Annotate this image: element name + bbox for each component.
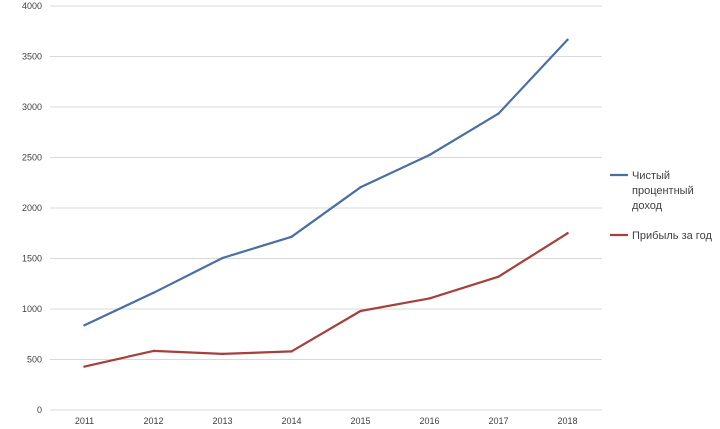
legend-item-2: Прибыль за год — [610, 230, 712, 242]
data-point-2-2014 — [290, 350, 293, 353]
data-point-1-2014 — [290, 235, 293, 238]
x-tick-label-2018: 2018 — [557, 416, 577, 426]
data-point-2-2016 — [428, 297, 431, 300]
y-tick-label-1000: 1000 — [22, 304, 42, 314]
x-tick-label-2014: 2014 — [281, 416, 301, 426]
x-tick-label-2017: 2017 — [488, 416, 508, 426]
data-point-2-2012 — [152, 349, 155, 353]
legend: Чистый процентный доход Прибыль за год — [610, 170, 712, 242]
data-point-2-2017 — [497, 275, 500, 278]
x-axis-tick-labels: 2011 2012 2013 2014 2015 2016 2017 2018 — [75, 416, 578, 426]
series-lines — [83, 38, 569, 368]
x-tick-label-2011: 2011 — [75, 416, 94, 426]
x-tick-label-2016: 2016 — [419, 416, 439, 426]
data-point-2-2015 — [359, 309, 362, 313]
y-tick-label-3000: 3000 — [22, 102, 42, 112]
x-tick-label-2012: 2012 — [143, 416, 163, 426]
x-tick-label-2013: 2013 — [212, 416, 232, 426]
y-tick-label-4000: 4000 — [22, 1, 42, 11]
data-point-2-2018 — [566, 232, 569, 235]
data-point-1-2013 — [221, 256, 224, 260]
legend-label-1: Чистый процентный доход — [632, 170, 694, 212]
data-point-2-2013 — [221, 352, 224, 356]
data-point-1-2017 — [497, 112, 500, 115]
data-point-1-2015 — [359, 186, 362, 189]
data-point-1-2012 — [152, 291, 155, 295]
y-tick-label-2000: 2000 — [22, 203, 42, 213]
data-point-1-2016 — [428, 153, 431, 157]
y-tick-label-500: 500 — [27, 355, 42, 365]
legend-item-1: Чистый процентный доход — [610, 170, 694, 212]
y-tick-label-1500: 1500 — [22, 254, 42, 264]
data-point-1-2018 — [566, 38, 569, 42]
y-tick-label-3500: 3500 — [22, 52, 42, 62]
data-point-2-2011 — [83, 365, 86, 368]
x-tick-label-2015: 2015 — [350, 416, 370, 426]
y-axis-tick-labels: 0 500 1000 1500 2000 2500 3000 3500 4000 — [22, 1, 42, 415]
gridlines — [50, 5, 602, 411]
y-tick-label-2500: 2500 — [22, 153, 42, 163]
data-point-1-2011 — [83, 323, 86, 327]
series-line-2 — [83, 232, 569, 368]
legend-label-2: Прибыль за год — [632, 230, 712, 242]
series-line-1 — [83, 38, 569, 327]
y-tick-label-0: 0 — [37, 405, 42, 415]
